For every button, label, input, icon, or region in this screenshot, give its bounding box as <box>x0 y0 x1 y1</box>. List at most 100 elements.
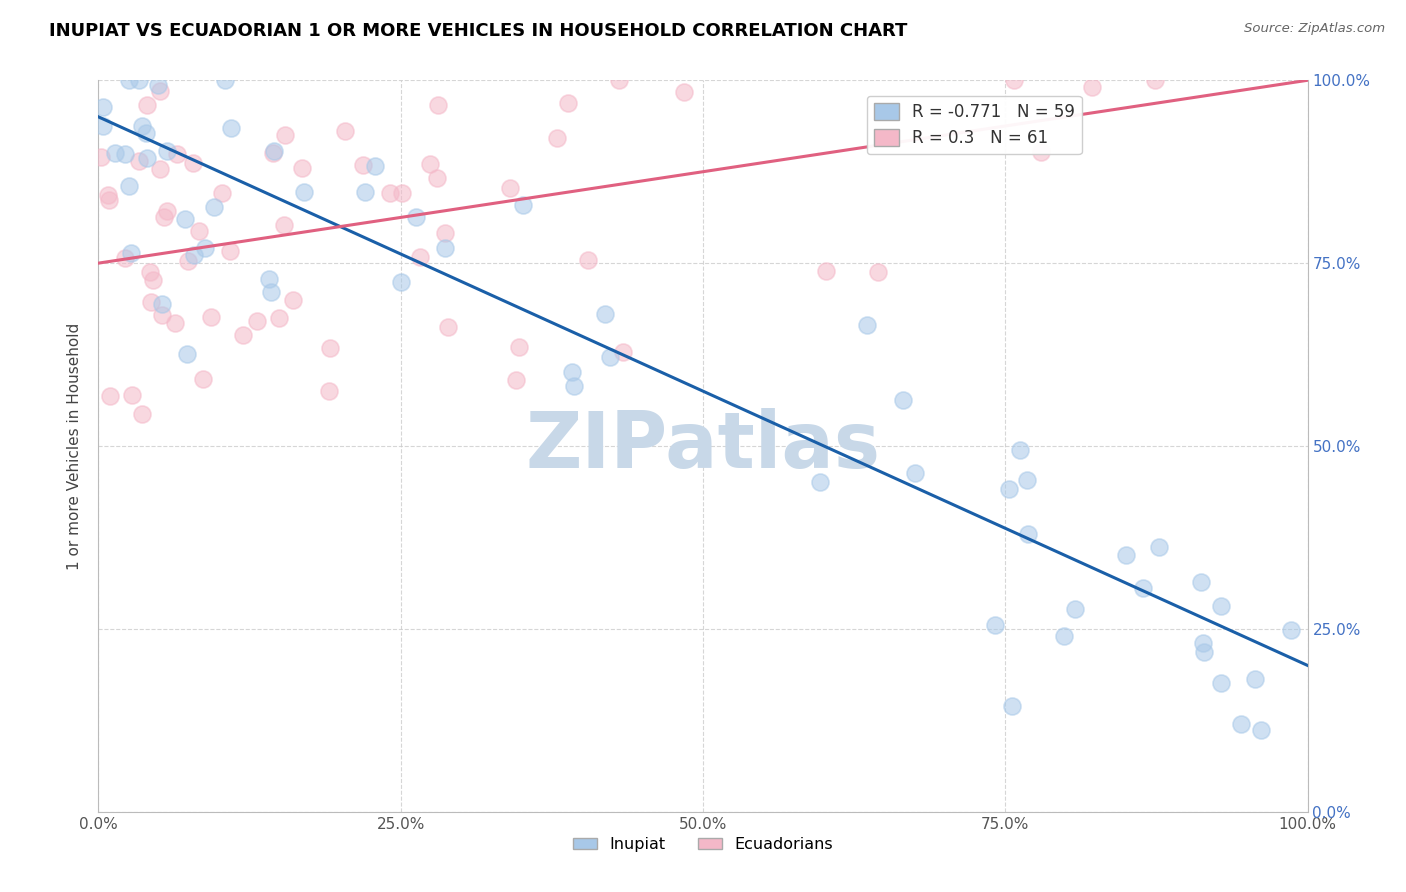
Point <box>187 224 209 238</box>
Point <box>150 297 173 311</box>
Point <box>426 171 449 186</box>
Point <box>419 157 441 171</box>
Point <box>1191 575 1213 590</box>
Point <box>267 311 290 326</box>
Point <box>98 389 121 403</box>
Point <box>202 200 225 214</box>
Point <box>257 271 280 285</box>
Point <box>191 372 214 386</box>
Point <box>173 211 195 226</box>
Point <box>120 246 142 260</box>
Point <box>1008 443 1031 458</box>
Point <box>1115 549 1137 563</box>
Point <box>273 218 295 232</box>
Point <box>142 272 165 286</box>
Point <box>121 388 143 402</box>
Point <box>1211 676 1233 690</box>
Point <box>181 155 204 169</box>
Point <box>561 365 583 379</box>
Point <box>1279 623 1302 637</box>
Point <box>318 384 340 398</box>
Point <box>1064 602 1087 616</box>
Point <box>1132 581 1154 595</box>
Point <box>291 161 314 176</box>
Point <box>141 294 163 309</box>
Point <box>166 146 188 161</box>
Point <box>409 250 432 264</box>
Point <box>136 151 159 165</box>
Point <box>1080 79 1102 94</box>
Point <box>391 186 413 201</box>
Point <box>91 119 114 133</box>
Point <box>512 197 534 211</box>
Point <box>364 159 387 173</box>
Point <box>90 150 112 164</box>
Point <box>576 253 599 268</box>
Point <box>128 154 150 169</box>
Point <box>97 188 120 202</box>
Text: ZIPatlas: ZIPatlas <box>526 408 880 484</box>
Point <box>114 251 136 265</box>
Point <box>183 248 205 262</box>
Point <box>1144 73 1167 87</box>
Point <box>405 210 427 224</box>
Point <box>389 275 412 289</box>
Point <box>498 181 520 195</box>
Point <box>156 144 179 158</box>
Point <box>433 227 456 241</box>
Point <box>165 316 187 330</box>
Point <box>607 73 630 87</box>
Point <box>263 144 285 158</box>
Point <box>433 241 456 255</box>
Point <box>1053 629 1076 643</box>
Text: INUPIAT VS ECUADORIAN 1 OR MORE VEHICLES IN HOUSEHOLD CORRELATION CHART: INUPIAT VS ECUADORIAN 1 OR MORE VEHICLES… <box>49 22 908 40</box>
Point <box>1031 145 1053 160</box>
Point <box>281 293 304 307</box>
Point <box>557 95 579 110</box>
Point <box>427 97 450 112</box>
Point <box>262 146 284 161</box>
Point <box>505 373 527 387</box>
Point <box>562 379 585 393</box>
Point <box>149 84 172 98</box>
Point <box>599 351 621 365</box>
Point <box>117 179 139 194</box>
Point <box>856 318 879 333</box>
Point <box>274 128 297 142</box>
Point <box>904 466 927 480</box>
Y-axis label: 1 or more Vehicles in Household: 1 or more Vehicles in Household <box>67 322 83 570</box>
Point <box>221 120 243 135</box>
Point <box>1244 673 1267 687</box>
Point <box>138 265 160 279</box>
Point <box>128 73 150 87</box>
Point <box>1001 699 1024 714</box>
Legend: Inupiat, Ecuadorians: Inupiat, Ecuadorians <box>567 830 839 859</box>
Point <box>891 393 914 408</box>
Point <box>1209 599 1232 613</box>
Point <box>155 204 177 219</box>
Point <box>91 100 114 114</box>
Point <box>260 285 283 299</box>
Point <box>1017 527 1039 541</box>
Point <box>1002 73 1025 87</box>
Point <box>353 185 375 199</box>
Point <box>508 340 530 354</box>
Point <box>546 131 568 145</box>
Point <box>984 618 1007 632</box>
Point <box>1230 717 1253 731</box>
Point <box>104 146 127 161</box>
Point <box>114 147 136 161</box>
Point <box>998 482 1021 496</box>
Point <box>194 241 217 255</box>
Point <box>245 314 267 328</box>
Point <box>352 158 374 172</box>
Point <box>1015 473 1038 487</box>
Point <box>131 120 153 134</box>
Point <box>146 78 169 92</box>
Point <box>810 475 832 489</box>
Point <box>200 310 222 325</box>
Point <box>97 194 120 208</box>
Point <box>219 244 242 259</box>
Point <box>131 407 153 421</box>
Point <box>595 307 617 321</box>
